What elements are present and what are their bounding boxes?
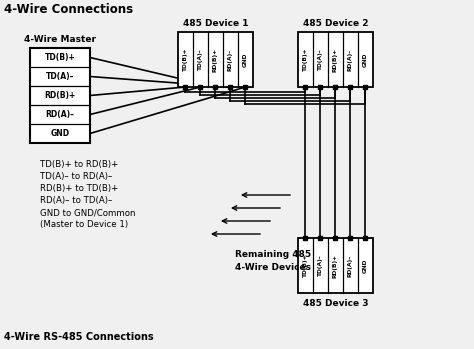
Bar <box>298 32 373 87</box>
Text: TD(B)+: TD(B)+ <box>183 48 188 71</box>
Text: GND: GND <box>243 52 248 67</box>
Text: RD(B)+: RD(B)+ <box>333 253 338 277</box>
Text: TD(B)+ to RD(B)+: TD(B)+ to RD(B)+ <box>40 161 118 170</box>
Text: TD(A)–: TD(A)– <box>46 72 74 81</box>
Text: TD(A)– to RD(A)–: TD(A)– to RD(A)– <box>40 172 112 181</box>
Text: RD(B)+: RD(B)+ <box>213 47 218 72</box>
Text: 485 Device 1: 485 Device 1 <box>183 18 248 28</box>
Text: RD(A)–: RD(A)– <box>348 254 353 277</box>
Text: 4-Wire RS-485 Connections: 4-Wire RS-485 Connections <box>4 332 154 342</box>
Bar <box>30 48 90 143</box>
Text: TD(B)+: TD(B)+ <box>303 254 308 277</box>
Text: RD(A)–: RD(A)– <box>348 49 353 70</box>
Text: TD(A)–: TD(A)– <box>198 49 203 70</box>
Text: 485 Device 3: 485 Device 3 <box>303 299 368 309</box>
Text: TD(B)+: TD(B)+ <box>303 48 308 71</box>
Text: TD(A)–: TD(A)– <box>318 255 323 276</box>
Text: RD(B)+: RD(B)+ <box>45 91 76 100</box>
Text: GND: GND <box>363 52 368 67</box>
Text: (Master to Device 1): (Master to Device 1) <box>40 221 128 230</box>
Bar <box>178 32 253 87</box>
Text: RD(A)–: RD(A)– <box>46 110 74 119</box>
Text: RD(B)+ to TD(B)+: RD(B)+ to TD(B)+ <box>40 185 118 193</box>
Text: TD(B)+: TD(B)+ <box>45 53 75 62</box>
Text: GND to GND/Common: GND to GND/Common <box>40 208 136 217</box>
Text: 4-Wire Connections: 4-Wire Connections <box>4 3 133 16</box>
Text: 485 Device 2: 485 Device 2 <box>303 18 368 28</box>
Text: TD(A)–: TD(A)– <box>318 49 323 70</box>
Text: RD(B)+: RD(B)+ <box>333 47 338 72</box>
Text: Remaining 485
4-Wire Devices: Remaining 485 4-Wire Devices <box>235 250 311 272</box>
Bar <box>298 238 373 293</box>
Text: GND: GND <box>50 129 70 138</box>
Text: 4-Wire Master: 4-Wire Master <box>24 35 96 44</box>
Text: RD(A)–: RD(A)– <box>228 49 233 70</box>
Text: RD(A)– to TD(A)–: RD(A)– to TD(A)– <box>40 196 112 206</box>
Text: GND: GND <box>363 258 368 273</box>
